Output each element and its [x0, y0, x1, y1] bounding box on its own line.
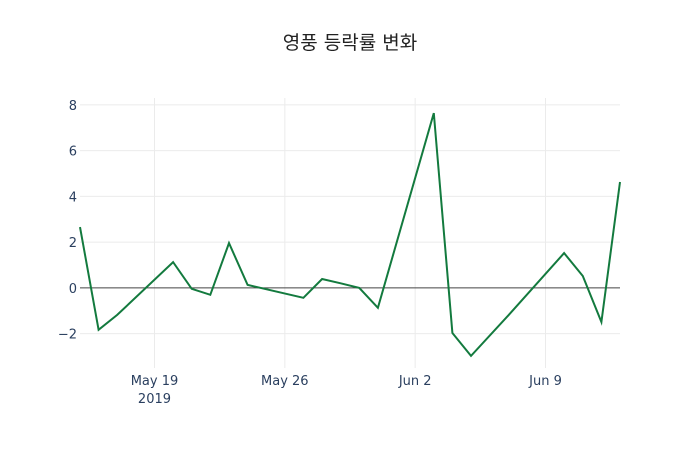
- series-line: [79, 112, 621, 358]
- x-tick-label: Jun 9: [528, 374, 562, 389]
- x-tick-label: May 26: [261, 374, 309, 389]
- chart-title: 영풍 등락률 변화: [282, 32, 418, 54]
- gridlines: [80, 98, 620, 368]
- y-tick-label: −2: [58, 328, 77, 343]
- y-tick-label: 6: [69, 145, 77, 160]
- y-axis-ticks: −2 0 2 4 6 8: [58, 99, 77, 343]
- y-tick-label: 4: [69, 190, 77, 205]
- y-tick-label: 8: [69, 99, 77, 114]
- y-tick-label: 2: [69, 236, 77, 251]
- y-tick-label: 0: [69, 282, 77, 297]
- x-tick-label: Jun 2: [398, 374, 432, 389]
- x-tick-year-label: 2019: [138, 392, 171, 407]
- x-axis-ticks: May 19 2019 May 26 Jun 2 Jun 9: [131, 374, 562, 407]
- x-tick-label: May 19: [131, 374, 179, 389]
